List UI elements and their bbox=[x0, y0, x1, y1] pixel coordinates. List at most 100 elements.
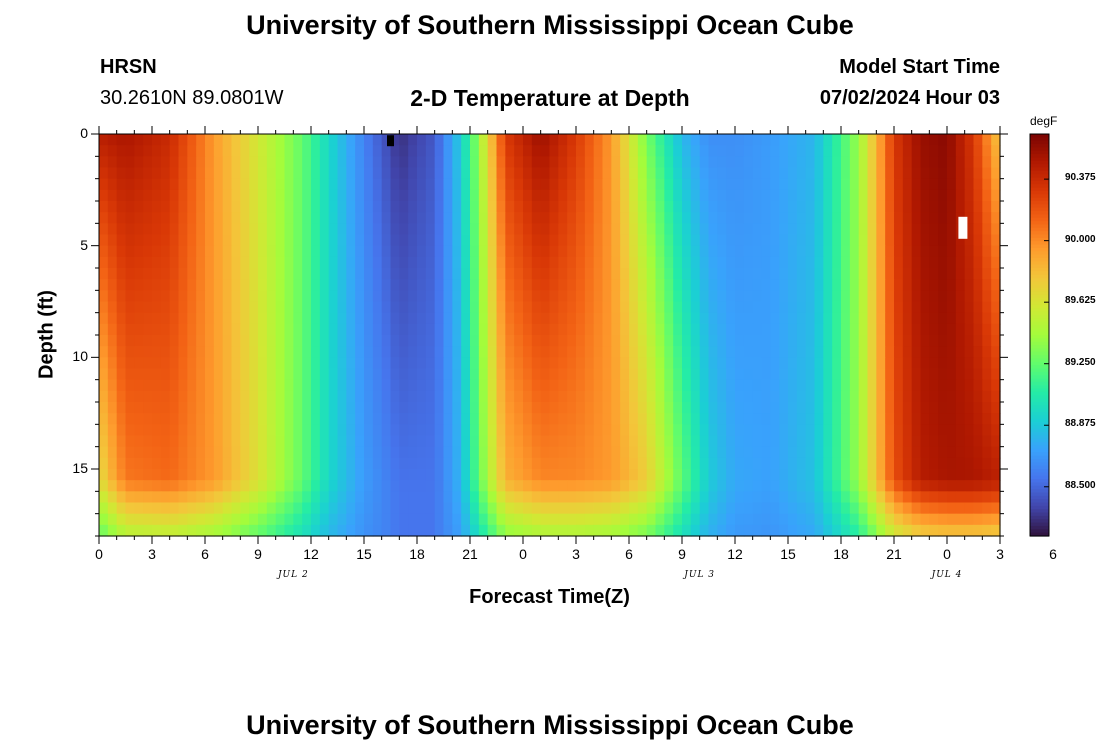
heatmap-cell bbox=[796, 435, 807, 448]
heatmap-cell bbox=[699, 256, 710, 269]
heatmap-cell bbox=[266, 301, 277, 314]
heatmap-cell bbox=[284, 178, 294, 191]
heatmap-cell bbox=[496, 357, 506, 370]
heatmap-cell bbox=[487, 402, 498, 414]
heatmap-cell bbox=[867, 223, 877, 236]
heatmap-cell bbox=[593, 513, 604, 526]
heatmap-cell bbox=[364, 424, 374, 437]
heatmap-cell bbox=[629, 156, 639, 169]
heatmap-cell bbox=[461, 402, 471, 414]
heatmap-cell bbox=[125, 513, 135, 526]
heatmap-cell bbox=[266, 446, 277, 459]
heatmap-cell bbox=[743, 167, 754, 180]
heatmap-cell bbox=[213, 145, 224, 157]
heatmap-cell bbox=[470, 480, 480, 492]
heatmap-cell bbox=[505, 279, 515, 291]
heatmap-cell bbox=[275, 167, 286, 180]
heatmap-cell bbox=[558, 212, 568, 224]
heatmap-cell bbox=[434, 357, 445, 370]
heatmap-cell bbox=[743, 234, 754, 247]
y-tick-label: 0 bbox=[80, 125, 88, 141]
heatmap-cell bbox=[717, 480, 727, 492]
heatmap-cell bbox=[682, 145, 692, 157]
heatmap-cell bbox=[205, 167, 215, 180]
heatmap-cell bbox=[637, 323, 648, 336]
heatmap-cell bbox=[629, 502, 639, 515]
heatmap-cell bbox=[805, 178, 816, 191]
heatmap-cell bbox=[690, 268, 701, 280]
heatmap-cell bbox=[743, 312, 754, 325]
heatmap-cell bbox=[673, 469, 683, 481]
x-tick-label: 12 bbox=[303, 546, 319, 562]
heatmap-cell bbox=[134, 390, 144, 403]
heatmap-cell bbox=[478, 446, 489, 459]
heatmap-cell bbox=[761, 178, 771, 191]
heatmap-cell bbox=[143, 480, 153, 492]
heatmap-cell bbox=[205, 413, 215, 425]
heatmap-cell bbox=[337, 346, 347, 358]
heatmap-cell bbox=[434, 212, 445, 224]
heatmap-cell bbox=[814, 323, 824, 336]
heatmap-cell bbox=[470, 301, 480, 314]
heatmap-cell bbox=[867, 301, 877, 314]
heatmap-cell bbox=[841, 234, 851, 247]
heatmap-cell bbox=[496, 446, 506, 459]
x-tick-label: 18 bbox=[833, 546, 849, 562]
heatmap-cell bbox=[408, 279, 418, 291]
heatmap-cell bbox=[947, 446, 957, 459]
heatmap-cell bbox=[107, 212, 118, 224]
colorbar-segment bbox=[1030, 281, 1049, 286]
heatmap-cell bbox=[443, 424, 453, 437]
heatmap-cell bbox=[319, 279, 330, 291]
heatmap-cell bbox=[867, 178, 877, 191]
heatmap-cell bbox=[302, 234, 312, 247]
colorbar-segment bbox=[1030, 164, 1049, 169]
heatmap-cell bbox=[452, 145, 462, 157]
heatmap-cell bbox=[399, 379, 409, 392]
heatmap-cell bbox=[311, 212, 321, 224]
heatmap-cell bbox=[894, 502, 904, 515]
heatmap-cell bbox=[187, 424, 197, 437]
heatmap-cell bbox=[443, 491, 453, 504]
heatmap-cell bbox=[470, 368, 480, 381]
heatmap-cell bbox=[523, 167, 533, 180]
heatmap-cell bbox=[222, 256, 233, 269]
heatmap-cell bbox=[576, 357, 586, 370]
heatmap-cell bbox=[637, 480, 648, 492]
colorbar-segment bbox=[1030, 398, 1049, 403]
heatmap-cell bbox=[841, 491, 851, 504]
heatmap-cell bbox=[973, 134, 983, 146]
heatmap-cell bbox=[275, 368, 286, 381]
heatmap-cell bbox=[902, 379, 913, 392]
heatmap-cell bbox=[814, 524, 824, 537]
heatmap-cell bbox=[735, 189, 745, 202]
heatmap-cell bbox=[160, 189, 171, 202]
heatmap-cell bbox=[408, 357, 418, 370]
heatmap-cell bbox=[399, 502, 409, 515]
heatmap-cell bbox=[779, 201, 789, 213]
colorbar-segment bbox=[1030, 177, 1049, 182]
heatmap-cell bbox=[178, 268, 188, 280]
heatmap-cell bbox=[788, 323, 798, 336]
heatmap-cell bbox=[452, 245, 462, 258]
heatmap-cell bbox=[929, 323, 939, 336]
heatmap-cell bbox=[911, 491, 922, 504]
heatmap-cell bbox=[752, 368, 763, 381]
heatmap-cell bbox=[752, 524, 763, 537]
heatmap-cell bbox=[682, 268, 692, 280]
heatmap-cell bbox=[655, 245, 665, 258]
heatmap-cell bbox=[902, 167, 913, 180]
heatmap-cell bbox=[717, 312, 727, 325]
heatmap-cell bbox=[973, 357, 983, 370]
heatmap-cell bbox=[266, 178, 277, 191]
model-start-label: Model Start Time bbox=[839, 56, 1000, 78]
heatmap-cell bbox=[293, 435, 303, 448]
heatmap-cell bbox=[858, 323, 869, 336]
heatmap-cell bbox=[231, 379, 241, 392]
heatmap-cell bbox=[540, 368, 551, 381]
heatmap-cell bbox=[629, 469, 639, 481]
heatmap-cell bbox=[478, 346, 489, 358]
heatmap-cell bbox=[637, 134, 648, 146]
heatmap-cell bbox=[125, 312, 135, 325]
heatmap-cell bbox=[355, 245, 365, 258]
